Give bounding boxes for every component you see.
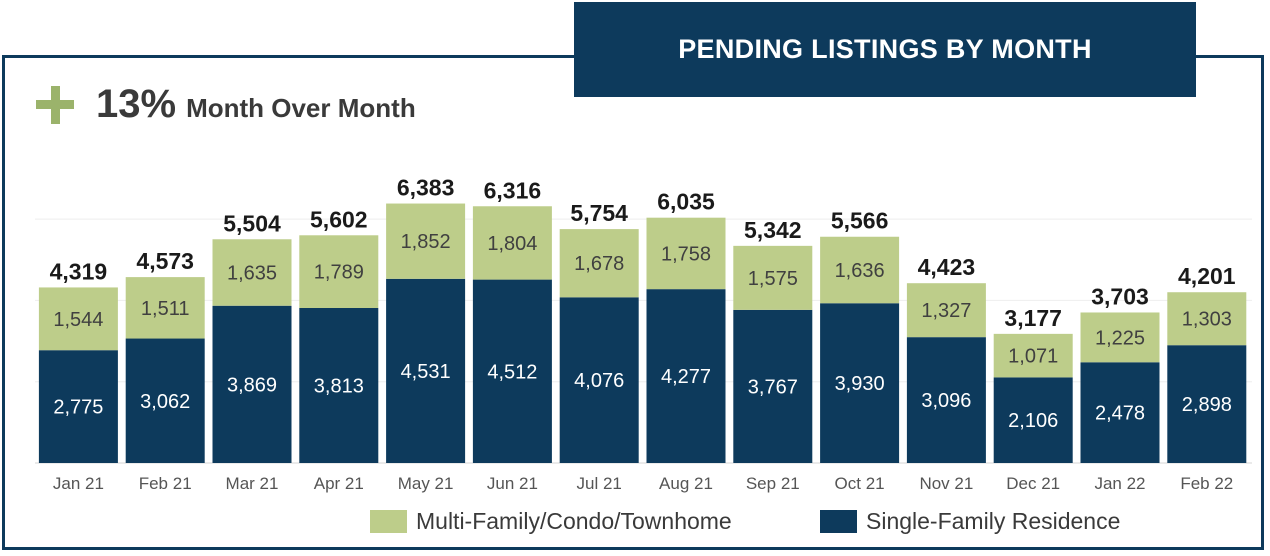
x-tick-label: Sep 21 <box>746 474 800 493</box>
total-label: 5,342 <box>744 217 802 243</box>
data-label-single-family: 4,531 <box>401 361 451 383</box>
data-label-single-family: 3,062 <box>140 391 190 413</box>
data-label-single-family: 2,898 <box>1182 394 1232 416</box>
legend-swatch-multi-family <box>370 510 407 533</box>
legend-item-multi-family: Multi-Family/Condo/Townhome <box>370 508 732 535</box>
bar-single-family <box>125 338 205 463</box>
x-tick-label: Feb 21 <box>139 474 192 493</box>
data-label-single-family: 3,869 <box>227 374 277 396</box>
total-label: 4,201 <box>1178 263 1236 289</box>
x-tick-label: Nov 21 <box>919 474 973 493</box>
data-label-multi-family: 1,575 <box>748 268 798 290</box>
bar-single-family <box>1167 345 1247 463</box>
data-label-multi-family: 1,758 <box>661 243 711 265</box>
x-tick-label: Oct 21 <box>835 474 885 493</box>
bar-single-family <box>1080 362 1160 463</box>
bar-single-family <box>993 377 1073 463</box>
x-tick-label: Jul 21 <box>577 474 622 493</box>
bar-single-family <box>559 297 639 463</box>
data-label-multi-family: 1,511 <box>141 298 190 320</box>
data-label-single-family: 4,512 <box>487 361 537 383</box>
data-label-multi-family: 1,327 <box>921 300 971 322</box>
bar-multi-family <box>559 229 639 298</box>
data-label-single-family: 2,478 <box>1095 403 1145 425</box>
total-label: 6,316 <box>484 177 542 203</box>
legend-swatch-single-family <box>820 510 857 533</box>
bar-single-family <box>212 305 292 463</box>
bar-multi-family <box>733 245 813 310</box>
bar-multi-family <box>125 277 205 339</box>
total-label: 5,602 <box>310 206 368 232</box>
data-label-single-family: 4,076 <box>574 370 624 392</box>
legend-label-single-family: Single-Family Residence <box>866 508 1121 534</box>
kpi-label: Month Over Month <box>186 93 416 123</box>
data-label-multi-family: 1,804 <box>487 233 537 255</box>
data-label-single-family: 3,930 <box>835 373 885 395</box>
bar-single-family <box>733 309 813 463</box>
bar-multi-family <box>212 239 292 306</box>
total-label: 3,177 <box>1004 305 1062 331</box>
bar-multi-family <box>472 206 552 280</box>
x-tick-label: Apr 21 <box>314 474 364 493</box>
data-label-single-family: 4,277 <box>661 366 711 388</box>
data-label-multi-family: 1,071 <box>1008 346 1058 368</box>
kpi-value: 13% <box>96 82 177 126</box>
x-tick-label: Aug 21 <box>659 474 713 493</box>
total-label: 4,423 <box>918 254 976 280</box>
x-tick-label: Dec 21 <box>1006 474 1060 493</box>
bar-single-family <box>646 289 726 463</box>
total-label: 4,573 <box>136 248 194 274</box>
data-label-multi-family: 1,636 <box>835 260 885 282</box>
x-tick-label: Jun 21 <box>487 474 538 493</box>
plus-icon <box>36 85 74 124</box>
data-label-single-family: 3,096 <box>921 390 971 412</box>
x-tick-label: Mar 21 <box>226 474 279 493</box>
data-label-multi-family: 1,225 <box>1095 327 1145 349</box>
title-banner: PENDING LISTINGS BY MONTH <box>574 2 1196 97</box>
page-title: PENDING LISTINGS BY MONTH <box>678 34 1092 64</box>
bar-multi-family <box>820 236 900 304</box>
bar-multi-family <box>299 235 379 309</box>
x-tick-label: Jan 22 <box>1094 474 1145 493</box>
bar-multi-family <box>38 287 118 351</box>
bar-multi-family <box>1080 312 1160 363</box>
legend-label-multi-family: Multi-Family/Condo/Townhome <box>416 508 732 534</box>
data-label-single-family: 2,775 <box>53 397 103 419</box>
legend: Multi-Family/Condo/Townhome Single-Famil… <box>0 508 1270 538</box>
bar-single-family <box>38 350 118 463</box>
bar-multi-family <box>993 333 1073 378</box>
bar-single-family <box>386 278 466 463</box>
data-label-multi-family: 1,789 <box>314 262 364 284</box>
bar-single-family <box>906 337 986 463</box>
total-label: 5,566 <box>831 208 889 234</box>
bar-multi-family <box>906 283 986 338</box>
total-label: 5,754 <box>570 200 628 226</box>
data-label-multi-family: 1,544 <box>53 309 103 331</box>
x-tick-label: Feb 22 <box>1180 474 1233 493</box>
bar-single-family <box>299 308 379 463</box>
bar-single-family <box>472 279 552 463</box>
data-label-multi-family: 1,852 <box>401 231 451 253</box>
total-label: 5,504 <box>223 210 281 236</box>
x-tick-label: Jan 21 <box>53 474 104 493</box>
bar-single-family <box>820 303 900 463</box>
data-label-multi-family: 1,635 <box>227 262 277 284</box>
data-label-single-family: 2,106 <box>1008 410 1058 432</box>
total-label: 6,035 <box>657 189 715 215</box>
total-label: 3,703 <box>1091 283 1149 309</box>
data-label-multi-family: 1,303 <box>1182 309 1232 331</box>
legend-item-single-family: Single-Family Residence <box>820 508 1120 535</box>
data-label-single-family: 3,767 <box>748 376 798 398</box>
bar-multi-family <box>386 203 466 279</box>
data-label-multi-family: 1,678 <box>574 253 624 275</box>
bar-multi-family <box>646 217 726 290</box>
data-label-single-family: 3,813 <box>314 376 364 398</box>
total-label: 4,319 <box>50 258 108 284</box>
kpi-summary: 13% Month Over Month <box>36 82 416 127</box>
total-label: 6,383 <box>397 175 455 201</box>
bar-multi-family <box>1167 292 1247 346</box>
x-tick-label: May 21 <box>398 474 454 493</box>
